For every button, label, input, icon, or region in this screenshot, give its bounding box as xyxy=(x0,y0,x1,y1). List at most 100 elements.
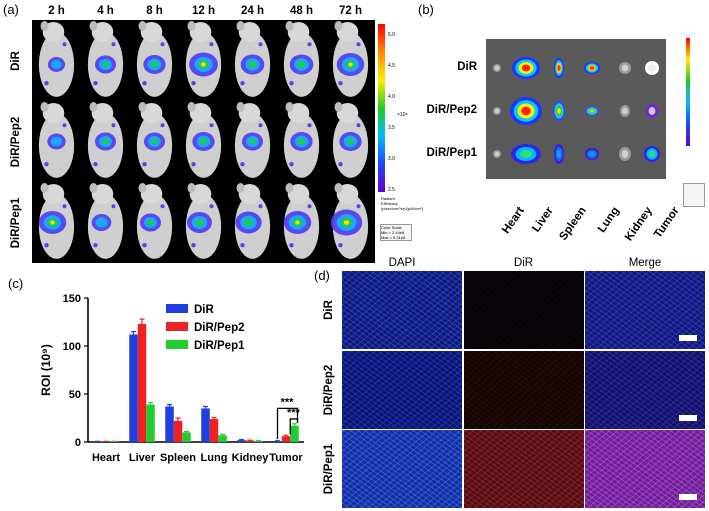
signal-spot xyxy=(307,123,312,128)
signal-core xyxy=(50,220,55,225)
legend-swatch xyxy=(166,304,188,313)
panel-a-label: (a) xyxy=(3,2,19,17)
x-tick-label: Lung xyxy=(201,452,228,464)
legend-swatch xyxy=(166,322,188,331)
mouse-ear xyxy=(89,21,98,31)
signal-inner xyxy=(195,218,204,227)
signal-spot xyxy=(93,80,98,86)
organ-blob xyxy=(648,64,656,72)
mouse-ear xyxy=(236,21,245,31)
mouse-ear xyxy=(285,183,294,193)
microscopy-image-tile xyxy=(342,350,462,429)
signal-spot xyxy=(111,204,116,209)
signal-spot xyxy=(307,204,312,209)
organ-blob xyxy=(621,150,629,158)
signal-spot xyxy=(44,242,49,248)
y-tick-label: 100 xyxy=(63,341,81,353)
organ-blob xyxy=(557,107,561,115)
signal-inner xyxy=(200,138,207,145)
signal-mid xyxy=(51,60,62,69)
y-tick-label: 0 xyxy=(75,437,81,449)
signal-spot xyxy=(289,80,294,86)
signal-inner xyxy=(248,61,257,68)
panel-d-label: (d) xyxy=(314,268,330,283)
organ-row-label: DiR/Pep2 xyxy=(426,104,478,116)
mouse-ear xyxy=(138,21,147,31)
mouse-image xyxy=(38,21,75,97)
x-tick-label: Heart xyxy=(92,452,120,464)
mouse-image xyxy=(332,21,369,97)
mouse-ear xyxy=(89,183,98,193)
organ-row-label: DiR xyxy=(457,61,477,73)
signal-spot xyxy=(338,161,343,167)
mouse-ear xyxy=(285,21,294,31)
mouse-image xyxy=(136,102,173,178)
signal-spot xyxy=(258,123,263,128)
signal-spot xyxy=(356,42,361,47)
signal-core xyxy=(295,220,300,225)
signal-spot xyxy=(62,42,67,47)
colorbar-tick: 4.0 xyxy=(388,94,395,100)
mouse-ear xyxy=(138,183,147,193)
signal-spot xyxy=(142,80,147,86)
signal-spot xyxy=(62,204,67,209)
mouse-image xyxy=(332,102,369,178)
y-tick-label: 150 xyxy=(63,293,81,305)
color-scale-bar xyxy=(378,24,385,192)
microscopy-image-tile xyxy=(342,271,462,349)
organ-blob xyxy=(589,66,595,70)
legend-label: DiR/Pep1 xyxy=(194,340,245,352)
signal-inner xyxy=(102,138,109,145)
signal-spot xyxy=(93,161,98,167)
signal-spot xyxy=(44,161,49,167)
mouse-image xyxy=(136,21,173,97)
mouse-ear xyxy=(334,183,343,193)
signal-spot xyxy=(356,204,361,209)
scale-bar xyxy=(679,494,697,500)
signal-spot xyxy=(142,161,147,167)
scale-bar xyxy=(679,335,697,341)
mouse-image xyxy=(234,21,271,97)
mouse-image xyxy=(283,102,320,178)
bar xyxy=(137,323,147,442)
significance-bracket xyxy=(289,418,299,435)
organ-blob xyxy=(557,150,561,158)
bar xyxy=(254,441,263,442)
scale-bar xyxy=(679,414,697,421)
ex-vivo-organ-image xyxy=(486,39,666,179)
signal-spot xyxy=(258,42,263,47)
mouse-ear xyxy=(40,21,49,31)
bar xyxy=(129,334,138,442)
mouse-ear xyxy=(89,102,98,112)
bar xyxy=(173,420,183,442)
organ-blob xyxy=(622,107,628,115)
colorbar-tick: 5.0 xyxy=(388,32,395,38)
microscopy-row-label: DiR/Pep1 xyxy=(323,443,335,495)
signal-spot xyxy=(240,242,245,248)
organ-blob xyxy=(520,150,532,158)
colorbar-tick: 4.5 xyxy=(388,63,395,69)
microscopy-image-tile xyxy=(463,430,584,508)
organ-row-label: DiR/Pep1 xyxy=(426,147,478,159)
bar xyxy=(218,435,227,442)
mouse-image xyxy=(38,102,75,178)
signal-spot xyxy=(160,123,165,128)
signal-spot xyxy=(44,80,49,86)
mouse-image xyxy=(185,21,222,97)
signal-inner xyxy=(102,61,109,68)
bar xyxy=(245,440,255,442)
signal-inner xyxy=(249,138,256,145)
organ-blob xyxy=(621,64,629,72)
signal-spot xyxy=(240,80,245,86)
organ-blob xyxy=(648,150,656,158)
signal-spot xyxy=(191,80,196,86)
signal-spot xyxy=(93,242,98,248)
organ-blob xyxy=(494,65,500,71)
microscopy-image-tile xyxy=(463,271,584,349)
mouse-image xyxy=(185,102,222,178)
row-label: DiR/Pep2 xyxy=(10,116,22,167)
mouse-fluorescence-images xyxy=(38,21,369,259)
signal-inner xyxy=(347,138,354,145)
signal-spot xyxy=(111,123,116,128)
colorbar-exponent: ×10⁸ xyxy=(397,112,408,118)
